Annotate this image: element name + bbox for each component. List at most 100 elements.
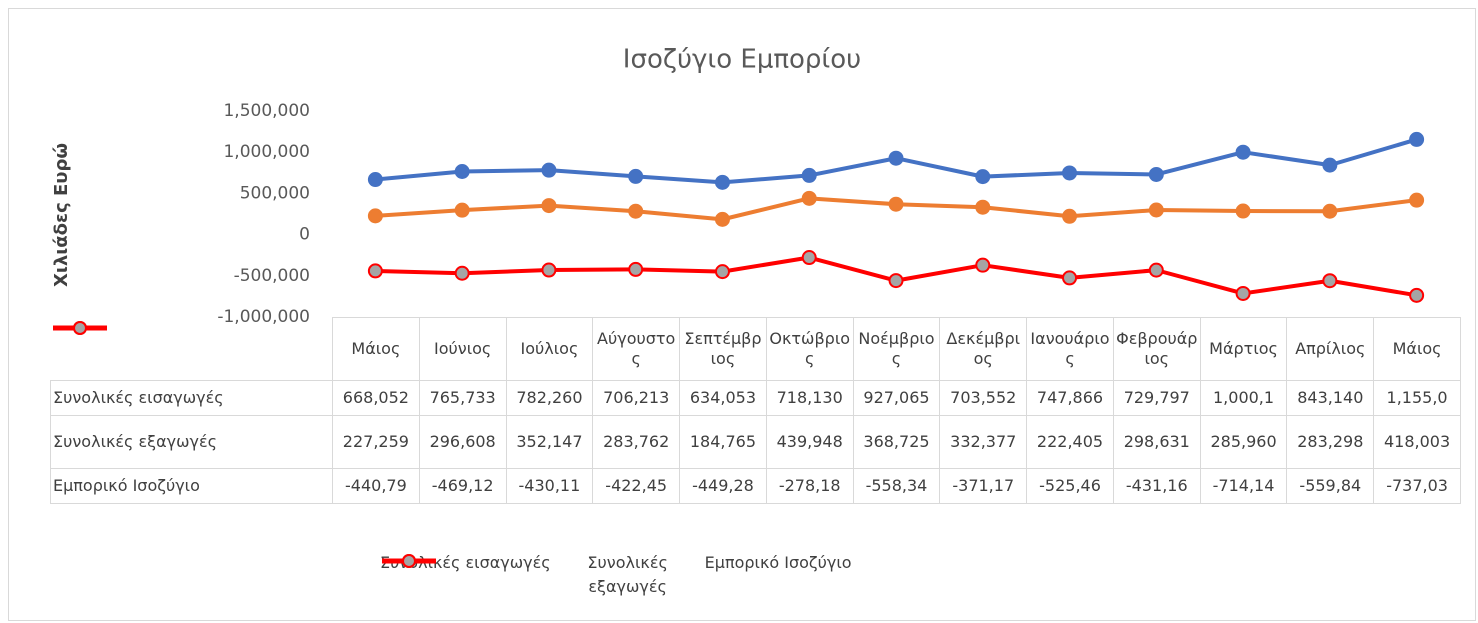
table-row: Συνολικές εισαγωγές 668,052 765,733 782,260… — [50, 320, 1461, 416]
data-label: -430,11 — [505, 468, 594, 504]
legend-marker — [402, 554, 416, 568]
data-label: 668,052 — [332, 380, 420, 416]
legend-label: Συνολικές εισαγωγές — [380, 553, 551, 572]
x-tick-label: Μάιος — [1373, 317, 1461, 381]
data-point — [1322, 157, 1338, 173]
table-row-header: Εμπορικό Ισοζύγιο — [50, 320, 333, 504]
data-point — [1062, 165, 1078, 181]
data-point — [1235, 203, 1251, 219]
x-tick-label: Μάιος — [332, 317, 420, 381]
data-label: -431,16 — [1112, 468, 1201, 504]
data-label: 285,960 — [1199, 415, 1288, 469]
y-axis-title: Χιλιάδες Ευρώ — [51, 143, 72, 287]
data-point — [1409, 192, 1425, 208]
data-point — [628, 203, 644, 219]
data-label: -714,14 — [1199, 468, 1288, 504]
data-label: 729,797 — [1112, 380, 1201, 416]
data-label: -558,34 — [852, 468, 941, 504]
row-header-wrap: Συνολικές εξαγωγές — [52, 320, 330, 452]
row-header-wrap: Συνολικές εισαγωγές — [52, 320, 330, 408]
x-tick-label: Αύγουστος — [592, 317, 681, 381]
data-point — [801, 250, 817, 266]
y-tick-label: 1,500,000 — [223, 101, 310, 121]
data-point — [454, 202, 470, 218]
data-point — [888, 273, 904, 289]
chart-title: Ισοζύγιο Εμπορίου — [623, 45, 861, 75]
y-tick-label: 0 — [299, 225, 310, 245]
y-tick-label: 500,000 — [240, 183, 310, 203]
data-label: 298,631 — [1112, 415, 1201, 469]
data-point — [975, 169, 991, 185]
data-point — [801, 190, 817, 206]
data-label: 843,140 — [1286, 380, 1375, 416]
data-label: 184,765 — [679, 415, 767, 469]
data-label: 718,130 — [765, 380, 854, 416]
data-label: -278,18 — [765, 468, 854, 504]
data-label: 1,000,1 — [1199, 380, 1288, 416]
data-label: -469,12 — [418, 468, 507, 504]
table-row-header: Συνολικές εξαγωγές — [50, 320, 333, 469]
data-point — [714, 211, 730, 227]
data-point — [541, 162, 557, 178]
data-label: 283,762 — [592, 415, 681, 469]
data-point — [975, 257, 991, 273]
y-tick-label: 1,000,000 — [223, 142, 310, 162]
data-point — [714, 264, 730, 280]
data-point — [888, 150, 904, 166]
data-point — [541, 262, 557, 278]
data-point — [1235, 285, 1251, 301]
data-label: -737,03 — [1373, 468, 1461, 504]
data-label: -440,79 — [332, 468, 420, 504]
x-tick-label: Ιούνιος — [418, 317, 507, 381]
data-point — [1148, 166, 1164, 182]
data-point — [628, 168, 644, 184]
series-name: Συνολικές εισαγωγές — [53, 388, 224, 407]
data-label: 439,948 — [765, 415, 854, 469]
data-point — [1062, 208, 1078, 224]
row-header-wrap: Εμπορικό Ισοζύγιο — [52, 320, 330, 496]
data-point — [714, 174, 730, 190]
x-tick-label: Ιούλιος — [505, 317, 594, 381]
data-point — [367, 208, 383, 224]
data-label: 332,377 — [939, 415, 1028, 469]
data-point — [541, 198, 557, 214]
data-point — [628, 261, 644, 277]
data-point — [1148, 262, 1164, 278]
x-tick-label: Σεπτέμβριος — [679, 317, 767, 381]
table-row: Συνολικές εξαγωγές 227,259 296,608 352,147 2… — [50, 320, 1461, 469]
data-table: Μάιος Ιούνιος Ιούλιος Αύγουστος Σεπτέμβριος Ο… — [50, 317, 1461, 504]
data-label: 418,003 — [1373, 415, 1461, 469]
data-point — [975, 199, 991, 215]
data-label: -559,84 — [1286, 468, 1375, 504]
data-label: 927,065 — [852, 380, 941, 416]
data-label: 368,725 — [852, 415, 941, 469]
series-name: Συνολικές εξαγωγές — [53, 432, 218, 451]
data-point — [1409, 287, 1425, 303]
data-label: 765,733 — [418, 380, 507, 416]
data-label: 227,259 — [332, 415, 420, 469]
data-label: 296,608 — [418, 415, 507, 469]
x-tick-label: Ιανουάριος — [1026, 317, 1114, 381]
data-point — [801, 167, 817, 183]
data-label: 1,155,0 — [1373, 380, 1461, 416]
series-name: Εμπορικό Ισοζύγιο — [53, 476, 200, 495]
data-label: 703,552 — [939, 380, 1028, 416]
data-label: -371,17 — [939, 468, 1028, 504]
table-row: Εμπορικό Ισοζύγιο -440,79 -469,12 -430,11 -4… — [50, 320, 1461, 504]
x-tick-label: Μάρτιος — [1199, 317, 1288, 381]
x-tick-label: Δεκέμβριος — [939, 317, 1028, 381]
data-label: 747,866 — [1026, 380, 1114, 416]
legend-label: Συνολικές εξαγωγές — [587, 553, 668, 596]
data-label: -525,46 — [1026, 468, 1114, 504]
x-tick-label: Απρίλιος — [1286, 317, 1375, 381]
legend-key — [382, 554, 436, 568]
table-header-row: Μάιος Ιούνιος Ιούλιος Αύγουστος Σεπτέμβριος Ο… — [50, 317, 1461, 381]
data-point — [1148, 202, 1164, 218]
chart-frame — [8, 8, 1476, 621]
data-point — [1409, 131, 1425, 147]
data-label: 634,053 — [679, 380, 767, 416]
data-point — [1062, 270, 1078, 286]
legend: Συνολικές εισαγωγές Συνολικές εξαγωγές Εμπ… — [380, 551, 852, 599]
